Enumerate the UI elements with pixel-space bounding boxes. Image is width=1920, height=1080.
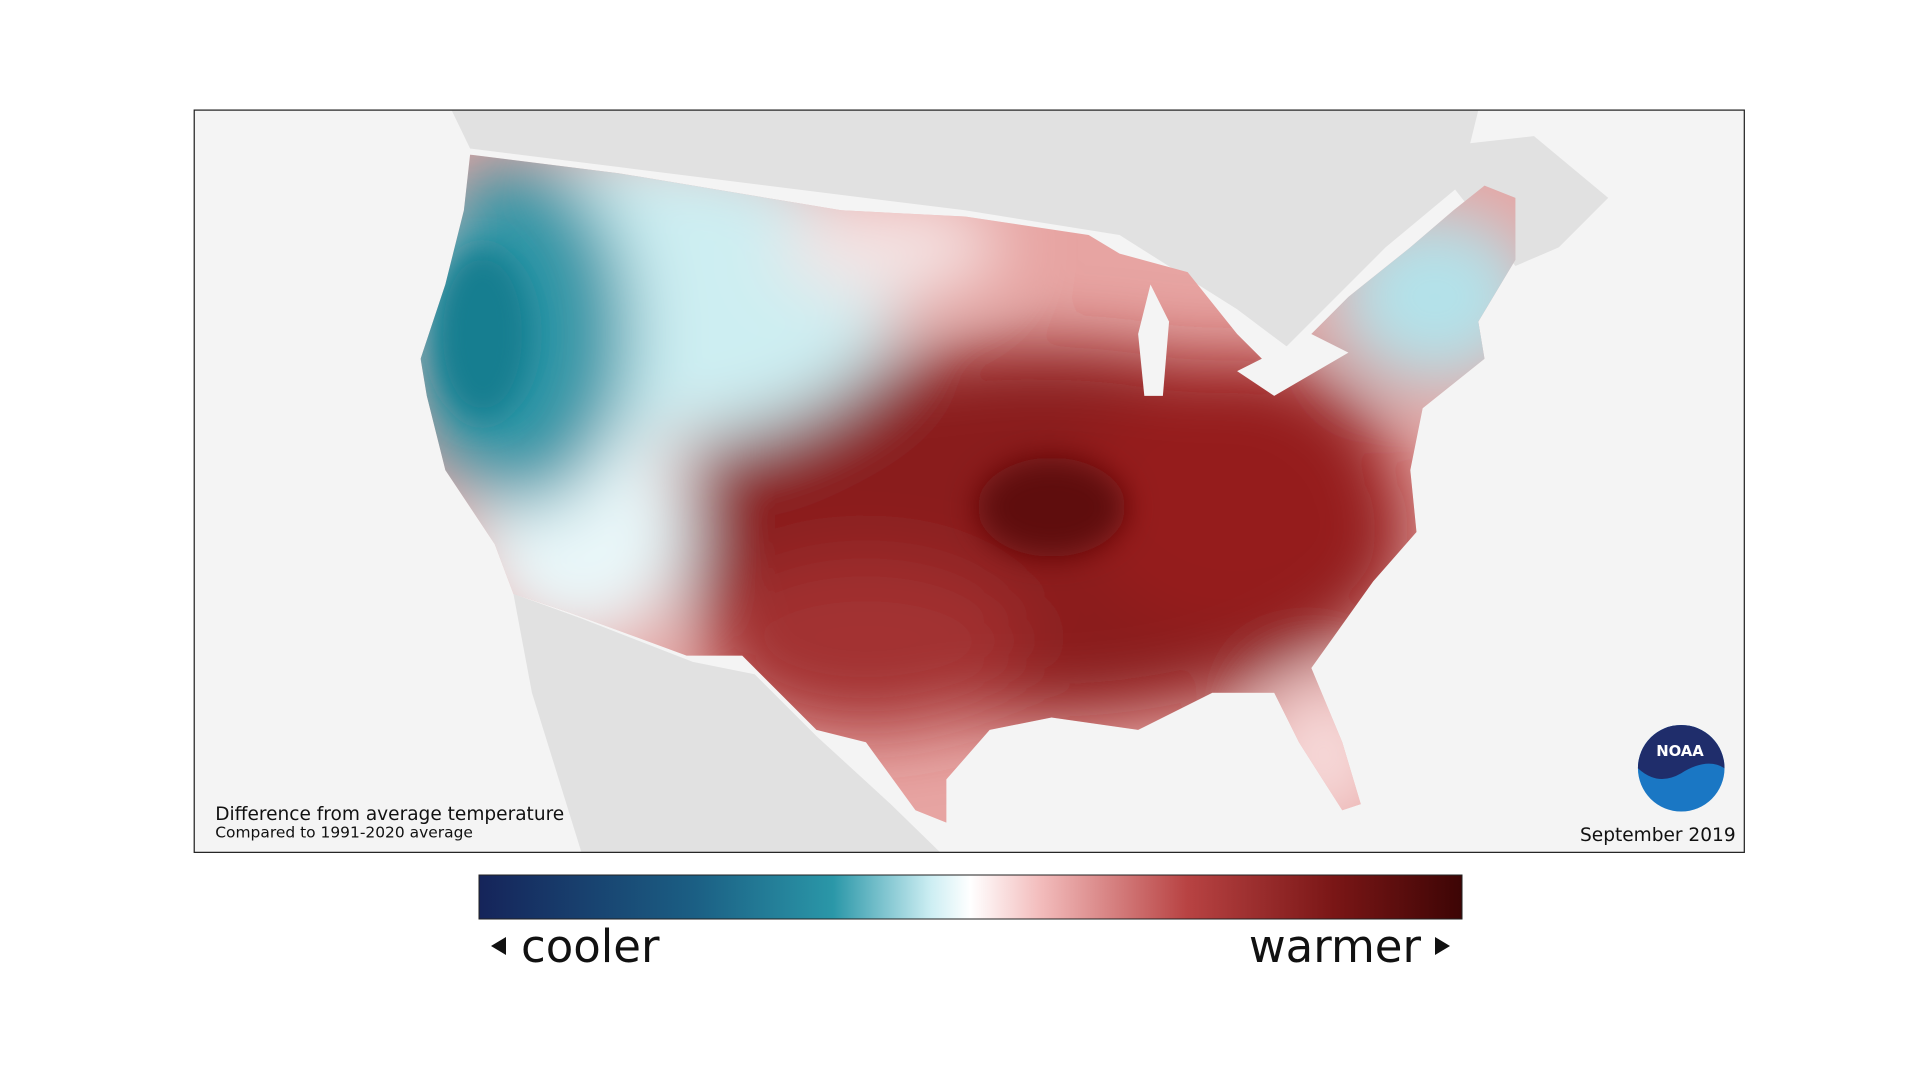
- canada: [451, 110, 1479, 347]
- lake-erie: [1237, 334, 1349, 396]
- right-arrow: [1435, 937, 1450, 955]
- left-arrow: [491, 937, 506, 955]
- mexico: [513, 593, 941, 853]
- lake-michigan: [1138, 284, 1170, 396]
- caption-title: Difference from average temperature: [215, 804, 564, 825]
- map-frame: [193, 109, 1745, 853]
- color-scale: [478, 874, 1463, 920]
- legend-low: cooler: [521, 920, 660, 973]
- legend-high: warmer: [1249, 920, 1422, 973]
- anomaly-field: [420, 154, 1516, 823]
- noaa-logo: NOAA: [1637, 724, 1725, 812]
- map-group: Difference from average temperature Comp…: [193, 109, 1745, 853]
- caption-subtitle: Compared to 1991-2020 average: [215, 824, 473, 842]
- map-date: September 2019: [1580, 825, 1736, 846]
- logo-text: NOAA: [1656, 743, 1704, 760]
- map-area: [194, 110, 1745, 853]
- logo-top: [1637, 724, 1725, 779]
